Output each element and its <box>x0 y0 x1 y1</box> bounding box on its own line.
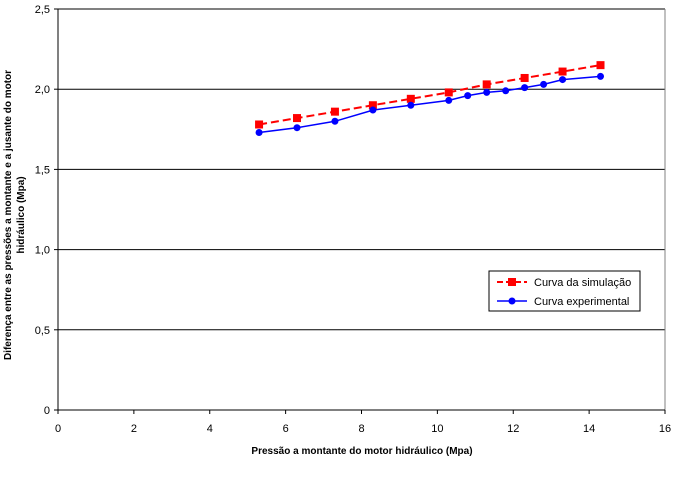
series-line-1 <box>258 64 601 126</box>
data-point-series-2 <box>445 96 453 104</box>
y-axis-title: Diferença entre as pressões a montante e… <box>3 70 27 360</box>
data-point-series-2 <box>483 88 491 96</box>
legend: Curva da simulação Curva experimental <box>488 270 641 312</box>
y-tick-label: 0 <box>44 405 50 417</box>
data-point-series-1 <box>444 88 453 97</box>
legend-label-1: Curva da simulação <box>534 277 631 289</box>
data-point-series-1 <box>330 107 339 116</box>
data-point-series-1 <box>368 101 377 110</box>
y-tick-label: 2,5 <box>35 4 50 16</box>
x-tick-label: 8 <box>358 423 364 435</box>
x-tick-label: 4 <box>207 423 213 435</box>
x-tick-label: 0 <box>55 423 61 435</box>
data-point-series-2 <box>407 101 415 109</box>
x-tick-label: 2 <box>131 423 137 435</box>
data-point-series-2 <box>502 87 510 95</box>
y-tick-label: 1,5 <box>35 164 50 176</box>
series-1 <box>255 61 605 129</box>
x-tick-label: 10 <box>431 423 443 435</box>
data-point-series-2 <box>540 80 548 88</box>
x-tick-label: 16 <box>659 423 671 435</box>
series-line-2 <box>259 75 601 134</box>
x-tick-label: 6 <box>283 423 289 435</box>
series-layer <box>255 61 605 137</box>
tick-labels: 0 0,5 1,0 1,5 2,0 2,5 0 2 4 6 8 10 12 14 16 <box>35 4 671 435</box>
data-point-series-1 <box>520 73 529 82</box>
data-point-series-1 <box>482 80 491 89</box>
series-2 <box>255 72 605 137</box>
y-axis-title-line-2: hidráulico (Mpa) <box>16 176 27 253</box>
y-axis-title-line-1: Diferença entre as pressões a montante e… <box>3 70 14 360</box>
legend-label-2: Curva experimental <box>534 296 629 308</box>
y-tick-label: 1,0 <box>35 245 50 257</box>
y-tick-label: 2,0 <box>35 84 50 96</box>
data-point-series-2 <box>369 106 377 114</box>
legend-box <box>488 270 641 312</box>
data-point-series-1 <box>255 120 264 129</box>
data-point-series-2 <box>331 117 339 125</box>
data-point-series-1 <box>596 61 605 70</box>
x-tick-label: 14 <box>583 423 595 435</box>
x-tick-label: 12 <box>507 423 519 435</box>
data-point-series-2 <box>293 124 301 132</box>
legend-marker-1 <box>508 278 516 286</box>
data-point-series-1 <box>558 67 567 76</box>
data-point-series-2 <box>521 84 529 92</box>
legend-marker-2 <box>508 297 516 305</box>
data-point-series-2 <box>597 72 605 80</box>
legend-item-2: Curva experimental <box>497 296 629 308</box>
gridlines <box>58 8 665 331</box>
data-point-series-2 <box>464 92 472 100</box>
data-point-series-1 <box>293 114 302 123</box>
data-point-series-2 <box>559 76 567 84</box>
y-tick-label: 0,5 <box>35 325 50 337</box>
x-axis-title: Pressão a montante do motor hidráulico (… <box>251 446 472 457</box>
data-point-series-1 <box>406 94 415 103</box>
legend-item-1: Curva da simulação <box>497 277 631 289</box>
data-point-series-2 <box>255 129 263 137</box>
